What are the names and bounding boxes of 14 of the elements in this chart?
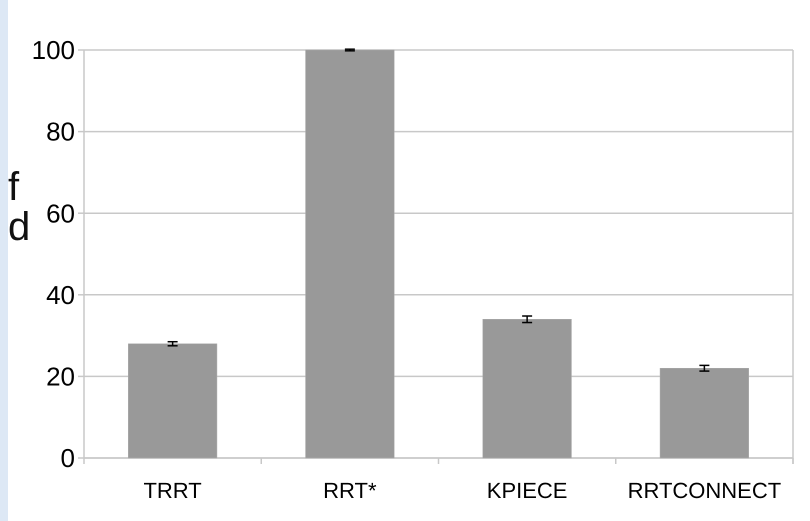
y-tick-label: 60 [46,198,75,228]
y-tick-label: 20 [46,362,75,392]
y-tick-label: 100 [32,35,75,66]
x-tick-label: TRRT [143,478,202,503]
x-tick-label: RRTCONNECT [628,478,782,503]
bar [305,50,394,458]
bar [660,368,749,458]
y-tick-label: 0 [60,443,75,474]
y-tick-label: 80 [46,116,75,147]
bar [482,319,572,458]
x-tick-label: RRT* [323,478,377,503]
bar [128,344,218,458]
y-tick-label: 40 [46,280,75,310]
x-tick-label: KPIECE [486,478,568,503]
